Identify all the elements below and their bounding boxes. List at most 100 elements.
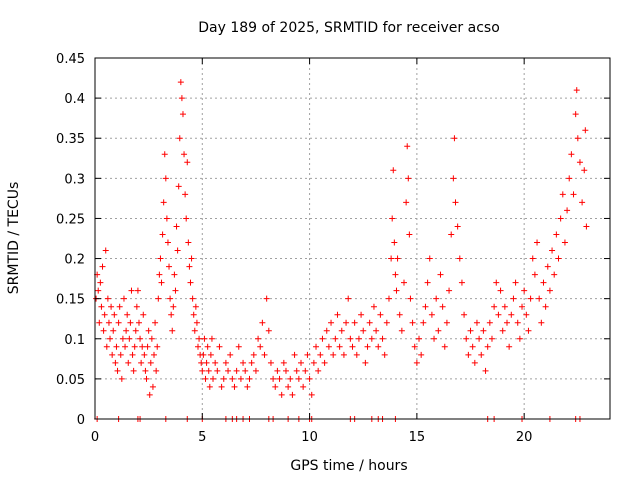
data-point bbox=[130, 367, 137, 374]
data-point bbox=[182, 191, 189, 198]
data-point bbox=[546, 287, 553, 294]
data-point bbox=[109, 351, 116, 358]
data-point bbox=[347, 335, 354, 342]
y-tick-label: 0.4 bbox=[64, 92, 85, 107]
data-point bbox=[308, 391, 315, 398]
data-point bbox=[97, 279, 104, 286]
data-point bbox=[389, 215, 396, 222]
data-point bbox=[149, 383, 156, 390]
data-point bbox=[439, 303, 446, 310]
data-point bbox=[428, 311, 435, 318]
data-point bbox=[153, 367, 160, 374]
data-point bbox=[486, 319, 493, 326]
data-point bbox=[198, 359, 205, 366]
data-point bbox=[391, 239, 398, 246]
data-point bbox=[579, 199, 586, 206]
data-point bbox=[227, 351, 234, 358]
data-point bbox=[544, 263, 551, 270]
data-point bbox=[364, 343, 371, 350]
data-point bbox=[446, 287, 453, 294]
data-point bbox=[206, 383, 213, 390]
data-point bbox=[274, 367, 281, 374]
data-point bbox=[564, 207, 571, 214]
data-point bbox=[362, 359, 369, 366]
data-point bbox=[398, 327, 405, 334]
data-point bbox=[123, 327, 130, 334]
data-point bbox=[396, 311, 403, 318]
data-point bbox=[176, 135, 183, 142]
axis-ticks bbox=[94, 57, 610, 420]
data-point bbox=[225, 367, 232, 374]
data-point bbox=[566, 175, 573, 182]
data-point bbox=[218, 383, 225, 390]
data-point bbox=[343, 319, 350, 326]
tick-labels: 0 0.05 0.1 0.15 0.2 0.25 0.3 0.35 0.4 0.45 0 5 10 15 2… bbox=[56, 52, 532, 445]
data-point bbox=[107, 335, 114, 342]
data-point bbox=[461, 311, 468, 318]
data-point bbox=[451, 135, 458, 142]
y-tick-label: 0.45 bbox=[56, 52, 85, 67]
data-point bbox=[179, 111, 186, 118]
data-point bbox=[187, 279, 194, 286]
data-point bbox=[158, 279, 165, 286]
data-point bbox=[103, 343, 110, 350]
data-point bbox=[504, 319, 510, 326]
data-point bbox=[416, 335, 423, 342]
data-point bbox=[469, 343, 476, 350]
data-point bbox=[448, 231, 455, 238]
data-point bbox=[171, 271, 178, 278]
data-point bbox=[499, 327, 506, 334]
data-point bbox=[131, 343, 138, 350]
x-tick-label: 20 bbox=[516, 430, 533, 445]
data-point bbox=[478, 351, 485, 358]
data-point bbox=[413, 359, 420, 366]
data-point bbox=[95, 287, 102, 294]
data-point bbox=[280, 359, 287, 366]
data-point bbox=[345, 295, 352, 302]
data-point bbox=[351, 319, 358, 326]
data-point bbox=[581, 167, 588, 174]
data-point bbox=[491, 303, 498, 310]
data-point bbox=[572, 111, 579, 118]
data-point bbox=[551, 271, 558, 278]
data-point bbox=[379, 335, 386, 342]
data-point bbox=[141, 351, 148, 358]
data-point bbox=[261, 351, 268, 358]
chart-title: Day 189 of 2025, SRMTID for receiver acs… bbox=[198, 20, 500, 36]
y-tick-label: 0.3 bbox=[64, 172, 85, 187]
data-point bbox=[207, 351, 214, 358]
data-point bbox=[523, 311, 530, 318]
data-point bbox=[512, 279, 519, 286]
data-point bbox=[147, 359, 154, 366]
data-point bbox=[191, 327, 198, 334]
data-point bbox=[458, 279, 465, 286]
data-point bbox=[174, 247, 181, 254]
data-point bbox=[431, 335, 438, 342]
data-point bbox=[118, 375, 125, 382]
data-point bbox=[510, 295, 517, 302]
data-point bbox=[188, 255, 195, 262]
data-point bbox=[538, 319, 545, 326]
data-point bbox=[163, 215, 170, 222]
data-point bbox=[110, 327, 117, 334]
data-point bbox=[443, 319, 450, 326]
x-tick-label: 0 bbox=[91, 430, 99, 445]
x-axis-title: GPS time / hours bbox=[290, 458, 407, 474]
data-point bbox=[368, 335, 375, 342]
data-point bbox=[114, 367, 121, 374]
data-point bbox=[111, 311, 118, 318]
data-point bbox=[328, 319, 335, 326]
data-point bbox=[134, 287, 141, 294]
data-point bbox=[420, 319, 427, 326]
y-tick-label: 0.2 bbox=[64, 253, 85, 268]
data-point bbox=[542, 303, 549, 310]
data-point bbox=[315, 367, 322, 374]
data-point bbox=[170, 303, 177, 310]
data-point bbox=[119, 335, 126, 342]
data-point bbox=[360, 327, 367, 334]
y-tick-label: 0.25 bbox=[56, 212, 85, 227]
data-point bbox=[139, 343, 146, 350]
data-point bbox=[272, 383, 279, 390]
data-point bbox=[418, 351, 425, 358]
data-point bbox=[146, 391, 153, 398]
